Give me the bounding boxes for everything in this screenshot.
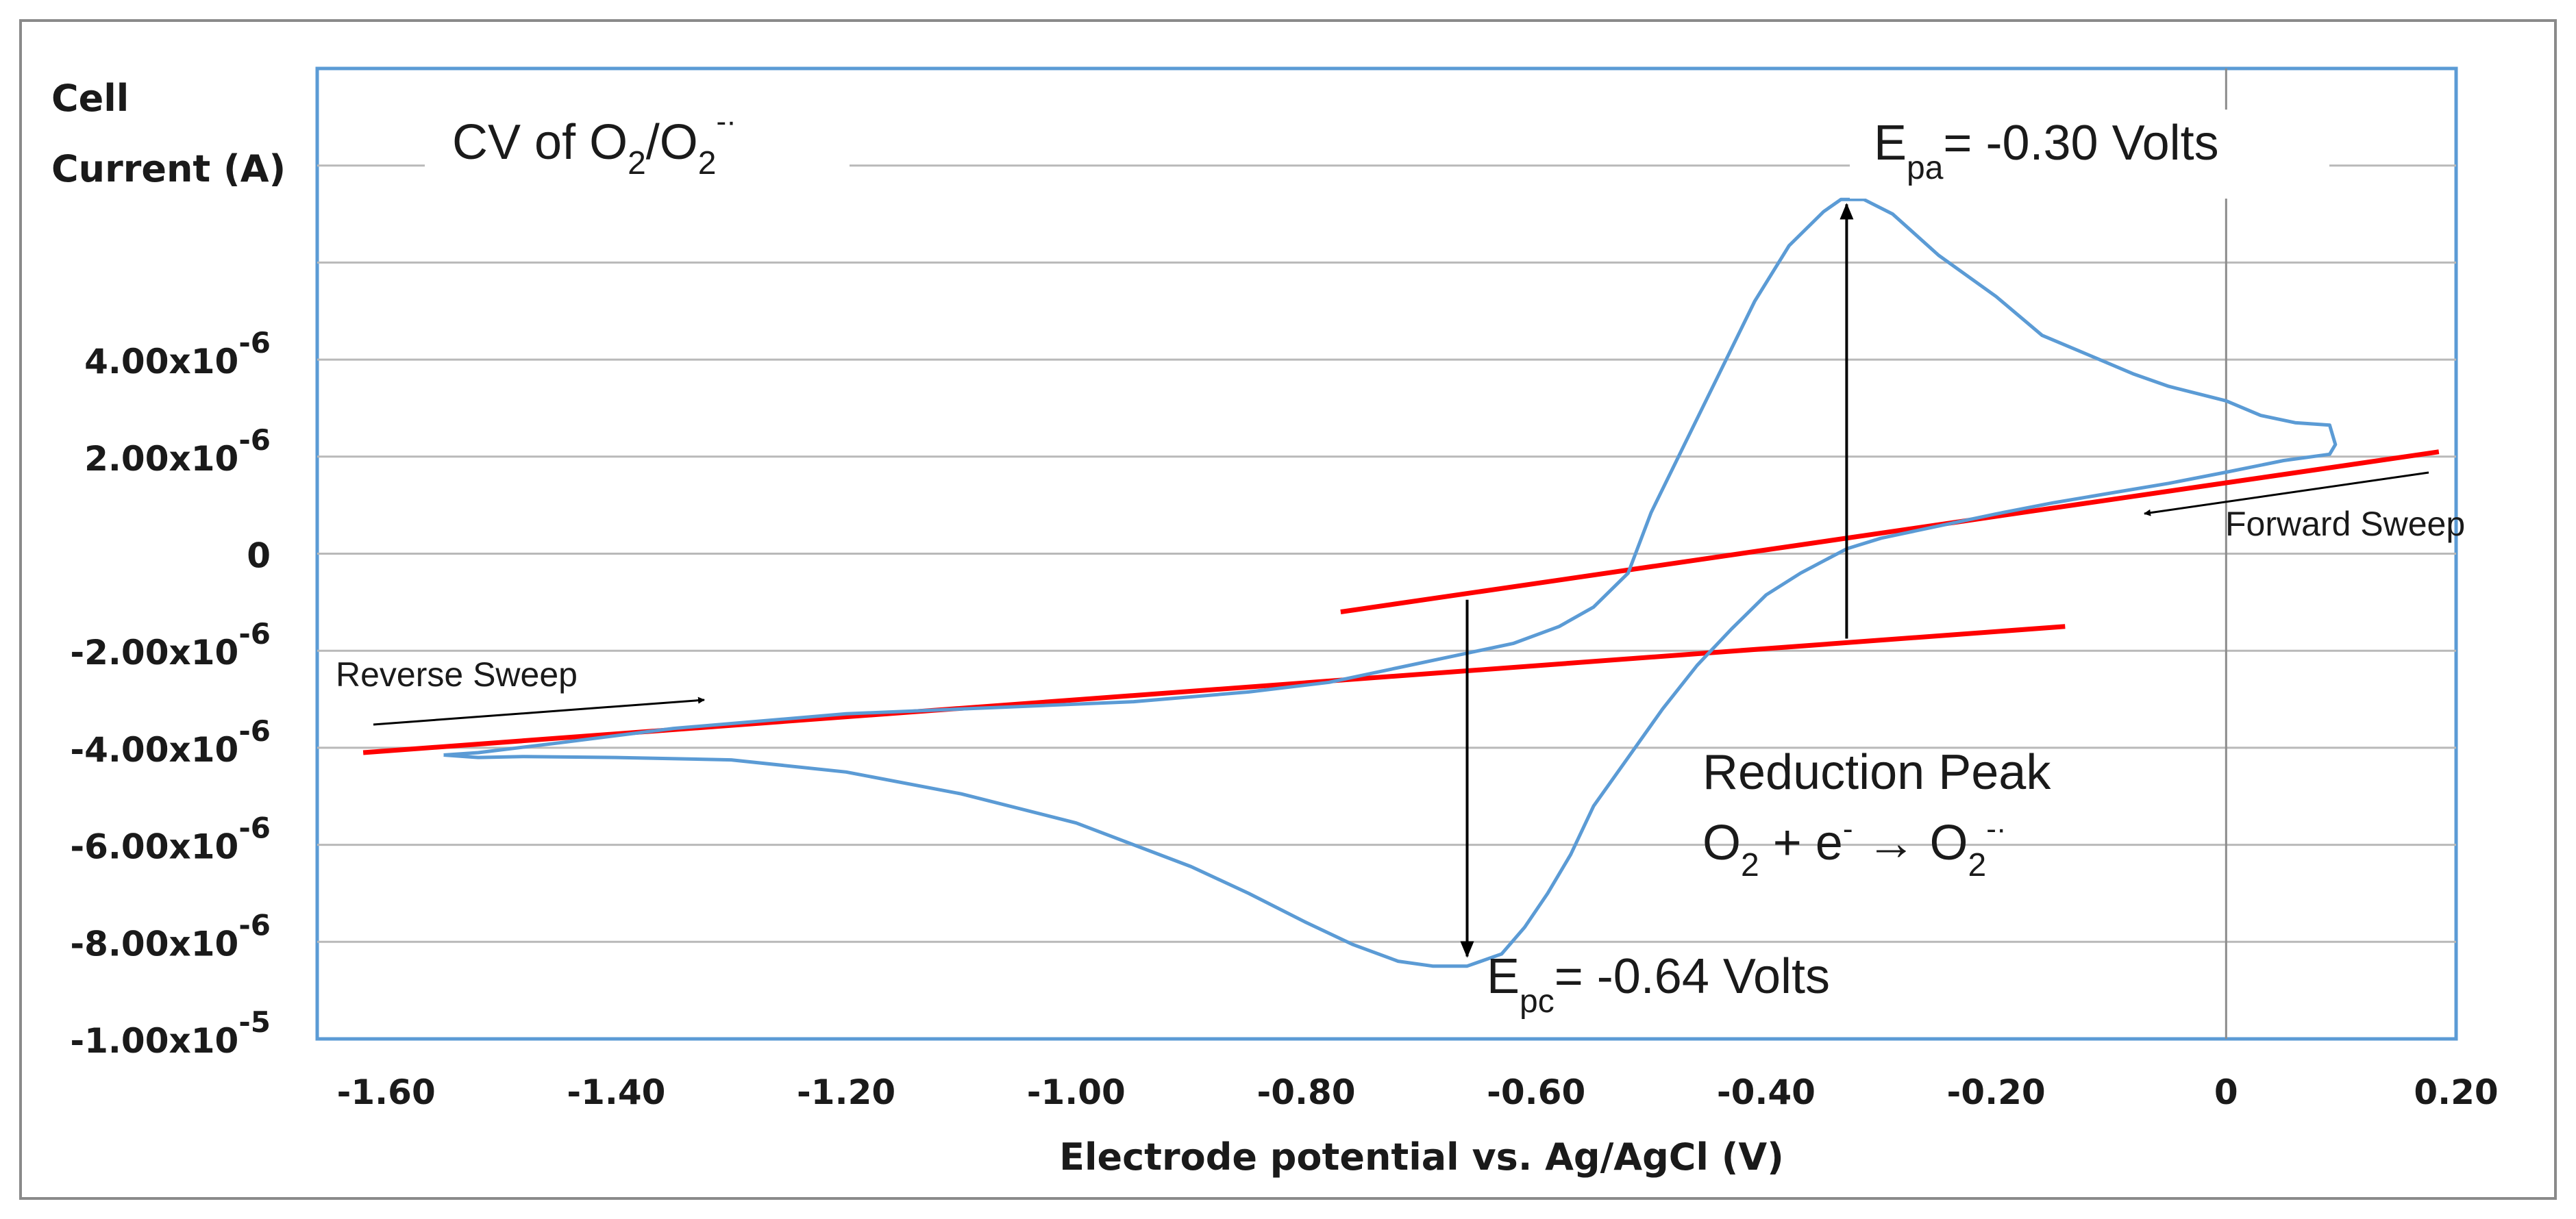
epa-backing [1850,110,2329,199]
reduction-reaction: O2 + e- → O2-· [1702,812,2007,883]
forward-sweep-arrow [2144,471,2429,516]
forward-sweep-label: Forward Sweep [2225,505,2465,543]
baselines [362,449,2440,755]
x-axis-label: Electrode potential vs. Ag/AgCl (V) [1059,1135,1784,1179]
baseline-1 [1340,449,2440,614]
x-tick-label-6: -0.40 [1717,1072,1816,1112]
y-tick-label-2: 0 [247,536,271,576]
x-tick-label-4: -0.80 [1256,1072,1355,1112]
y-tick-label-7: -1.00x10-5 [70,1005,271,1061]
reverse-sweep-arrow [373,696,705,726]
gridlines [317,164,2456,943]
y-tick-label-6: -8.00x10-6 [70,908,271,964]
epc-label: Epc= -0.64 Volts [1487,949,1830,1020]
peak-arrows [1460,203,1854,958]
y-tick-labels: 4.00x10-6 2.00x10-6 0 -2.00x10-6 -4.00x10-6 -… [70,326,271,1061]
y-tick-label-5: -6.00x10-6 [70,812,271,867]
y-axis-label-line1: Cell [51,77,129,120]
y-axis-label-line2: Current (A) [51,147,286,190]
cv-curve [443,197,2338,968]
title-backing [425,110,850,195]
x-tick-label-2: -1.20 [797,1072,895,1112]
x-tick-label-7: -0.20 [1947,1072,2046,1112]
x-tick-label-3: -1.00 [1027,1072,1126,1112]
y-tick-label-3: -2.00x10-6 [70,617,271,673]
reverse-sweep-label: Reverse Sweep [336,655,578,694]
x-tick-labels: -1.60 -1.40 -1.20 -1.00 -0.80 -0.60 -0.40 -0.20… [337,1072,2499,1112]
y-tick-label-0: 4.00x10-6 [84,326,271,381]
x-tick-label-1: -1.40 [567,1072,665,1112]
chart-title: CV of O2/O2-· [452,105,736,181]
reduction-peak-title: Reduction Peak [1702,745,2051,800]
y-tick-label-4: -4.00x10-6 [70,714,271,770]
x-tick-label-5: -0.60 [1487,1072,1585,1112]
x-tick-label-0: -1.60 [337,1072,436,1112]
epa-label: Epa= -0.30 Volts [1874,116,2219,186]
x-tick-label-8: 0 [2214,1072,2238,1112]
x-tick-label-9: 0.20 [2414,1072,2498,1112]
outer-border [19,19,2557,1200]
y-tick-label-1: 2.00x10-6 [84,423,271,479]
